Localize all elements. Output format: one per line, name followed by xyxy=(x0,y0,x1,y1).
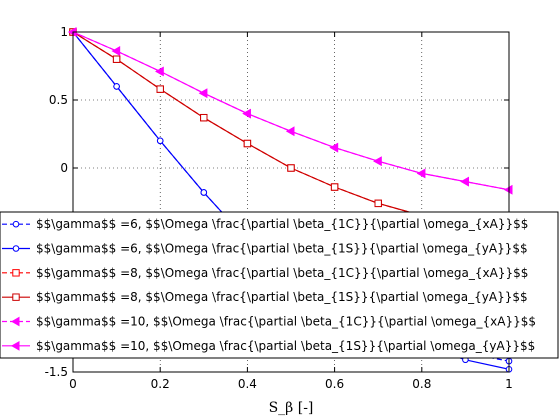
data-point xyxy=(242,108,251,119)
data-point xyxy=(460,176,469,187)
data-point xyxy=(12,220,20,228)
y-tick-label: -1.5 xyxy=(45,365,68,379)
data-point xyxy=(112,55,121,63)
legend-entry: $$\gamma$$ =8, $$\Omega \frac{\partial \… xyxy=(36,290,528,304)
data-point xyxy=(200,189,208,196)
data-point xyxy=(374,199,382,208)
data-point xyxy=(330,183,339,191)
data-point xyxy=(285,126,295,137)
legend: $$\gamma$$ =6, $$\Omega \frac{\partial \… xyxy=(0,211,559,359)
legend-entry: $$\gamma$$ =6, $$\Omega \frac{\partial \… xyxy=(36,242,528,256)
y-tick-label: 1 xyxy=(60,25,68,39)
legend-entry: $$\gamma$$ =10, $$\Omega \frac{\partial … xyxy=(36,339,535,353)
data-point xyxy=(200,113,208,122)
data-point xyxy=(113,83,120,90)
x-tick-label: 0.8 xyxy=(412,377,431,391)
legend-box xyxy=(0,211,559,359)
data-point xyxy=(416,168,426,179)
x-tick-label: 0.2 xyxy=(151,377,170,391)
y-tick-label: 0 xyxy=(60,161,68,175)
data-point xyxy=(10,340,20,351)
data-point xyxy=(155,66,164,77)
data-point xyxy=(111,46,121,56)
data-point xyxy=(243,139,252,148)
x-tick-label: 0 xyxy=(69,377,77,391)
data-point xyxy=(12,245,20,252)
plot-frame xyxy=(72,31,510,373)
x-tick-label: 0.6 xyxy=(325,377,344,391)
x-axis-label: S_β [-] xyxy=(269,400,314,416)
data-point xyxy=(156,137,164,145)
legend-entry: $$\gamma$$ =6, $$\Omega \frac{\partial \… xyxy=(36,217,528,231)
data-point xyxy=(329,142,339,153)
data-point xyxy=(10,316,20,327)
data-point xyxy=(12,293,20,301)
x-tick-label: 0.4 xyxy=(238,377,257,391)
data-point xyxy=(156,85,164,93)
legend-entry: $$\gamma$$ =8, $$\Omega \frac{\partial \… xyxy=(36,266,528,280)
y-tick-label: 0.5 xyxy=(49,93,68,107)
data-point xyxy=(12,269,20,277)
data-point xyxy=(287,164,295,172)
x-tick-label: 1 xyxy=(505,377,513,391)
legend-entry: $$\gamma$$ =10, $$\Omega \frac{\partial … xyxy=(36,315,536,329)
data-point xyxy=(373,156,382,167)
data-point xyxy=(198,88,208,99)
